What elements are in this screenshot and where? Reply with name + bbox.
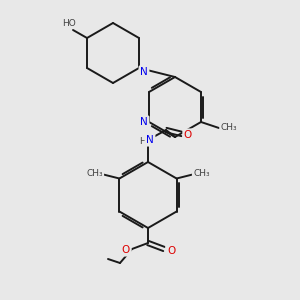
Text: O: O: [122, 245, 130, 255]
Text: CH₃: CH₃: [86, 169, 103, 178]
Text: CH₃: CH₃: [221, 124, 237, 133]
Text: HO: HO: [62, 19, 76, 28]
Text: N: N: [146, 135, 154, 145]
Text: H: H: [139, 137, 145, 146]
Text: N: N: [140, 67, 148, 77]
Text: O: O: [167, 246, 175, 256]
Text: O: O: [184, 130, 192, 140]
Text: N: N: [140, 117, 148, 127]
Text: CH₃: CH₃: [193, 169, 210, 178]
